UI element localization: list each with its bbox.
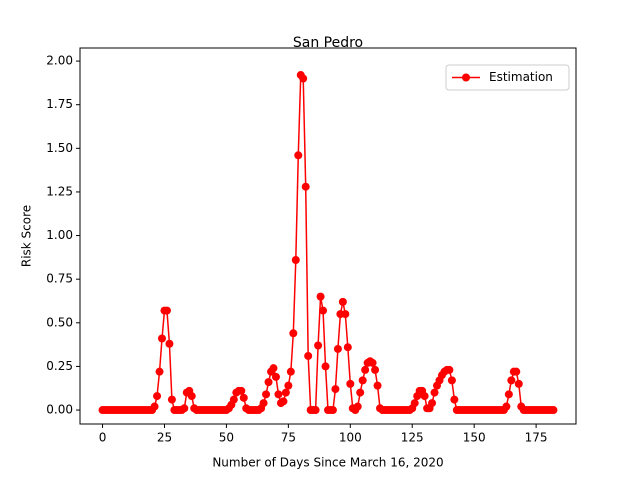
data-line <box>102 72 554 412</box>
x-tick-label: 75 <box>281 431 296 445</box>
data-point <box>279 397 288 406</box>
data-point <box>410 399 419 408</box>
y-tick-label: 1.25 <box>46 184 73 198</box>
data-point <box>286 367 295 376</box>
data-point <box>167 395 176 404</box>
data-point <box>331 385 340 394</box>
data-point <box>512 367 521 376</box>
data-point <box>274 390 283 399</box>
data-point <box>502 402 511 411</box>
x-tick-label: 150 <box>463 431 486 445</box>
data-point <box>180 404 189 413</box>
y-tick-label: 0.25 <box>46 359 73 373</box>
y-axis-label: Risk Score <box>20 205 34 267</box>
data-point <box>356 388 365 397</box>
data-point <box>262 390 271 399</box>
x-tick-label: 50 <box>219 431 234 445</box>
data-point <box>321 362 330 371</box>
data-point <box>430 388 439 397</box>
data-point <box>361 365 370 374</box>
legend-box <box>445 64 570 91</box>
data-point <box>338 297 347 306</box>
y-tick-label: 2.00 <box>46 54 73 68</box>
data-point <box>314 341 323 350</box>
data-point <box>333 344 342 353</box>
x-tick-label: 100 <box>339 431 362 445</box>
y-tick-label: 1.75 <box>46 97 73 111</box>
data-point <box>549 406 558 415</box>
y-tick-label: 0.00 <box>46 403 73 417</box>
data-point <box>284 381 293 390</box>
data-point <box>343 343 352 352</box>
data-point <box>264 378 273 387</box>
data-point <box>507 376 516 385</box>
data-point <box>319 306 328 315</box>
data-point <box>341 310 350 319</box>
data-point <box>301 182 310 191</box>
x-tick-label: 0 <box>99 431 107 445</box>
data-point <box>420 392 429 401</box>
data-point <box>311 406 320 415</box>
data-point <box>373 381 382 390</box>
data-point <box>504 390 513 399</box>
y-tick-label: 1.00 <box>46 228 73 242</box>
data-point <box>229 395 238 404</box>
data-point <box>289 329 298 338</box>
data-point <box>237 386 246 395</box>
chart-title: San Pedro <box>293 35 363 51</box>
y-tick-label: 0.50 <box>46 315 73 329</box>
data-point <box>514 379 523 388</box>
data-point <box>162 306 171 315</box>
y-tick-label: 0.75 <box>46 272 73 286</box>
data-point <box>447 376 456 385</box>
data-point <box>187 392 196 401</box>
data-point <box>304 351 313 360</box>
data-point <box>271 372 280 381</box>
data-point <box>269 364 278 373</box>
data-point <box>294 151 303 160</box>
data-point <box>155 367 164 376</box>
data-point <box>450 395 459 404</box>
data-point <box>328 406 337 415</box>
x-tick-label: 175 <box>525 431 548 445</box>
plot-frame <box>79 47 577 425</box>
data-point <box>358 376 367 385</box>
data-point <box>158 334 167 343</box>
y-tick-label: 1.50 <box>46 141 73 155</box>
data-point <box>150 402 159 411</box>
data-point <box>346 379 355 388</box>
x-tick-label: 125 <box>401 431 424 445</box>
legend-label: Estimation <box>489 70 553 84</box>
data-point <box>368 358 377 367</box>
legend-marker <box>462 73 470 82</box>
data-point <box>353 402 362 411</box>
data-point <box>291 255 300 264</box>
data-point <box>371 365 380 374</box>
data-point <box>259 399 268 408</box>
data-point <box>445 365 454 374</box>
data-point <box>316 292 325 301</box>
data-point <box>281 388 290 397</box>
data-point <box>239 393 248 402</box>
x-tick-label: 25 <box>157 431 172 445</box>
data-point <box>153 392 162 401</box>
x-axis-label: Number of Days Since March 16, 2020 <box>212 456 443 470</box>
data-point <box>299 74 308 83</box>
data-point <box>165 339 174 348</box>
data-point <box>428 399 437 408</box>
